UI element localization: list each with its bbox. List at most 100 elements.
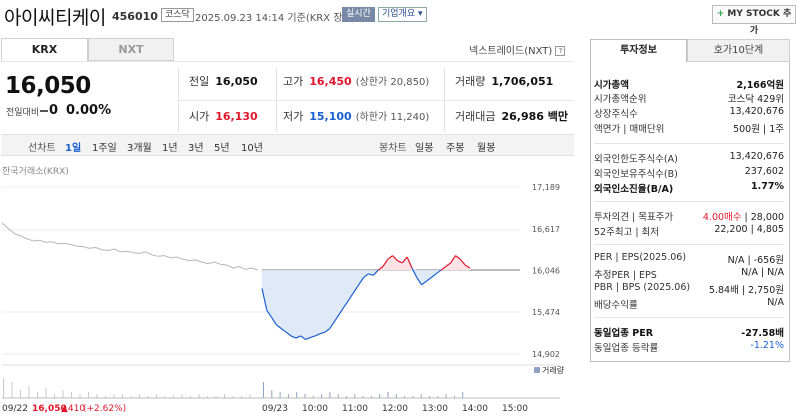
volume-bar — [387, 392, 389, 398]
x-tick-label: 10:00 — [302, 404, 328, 414]
candle-chart-label[interactable]: 봉차트 — [379, 143, 407, 154]
upper-limit: (상한가 20,850) — [355, 77, 430, 88]
volume-bar — [379, 394, 381, 398]
footer-price: 16,050 — [32, 404, 67, 414]
x-tick-label: 11:00 — [342, 404, 368, 414]
invest-row-value: 237,602 — [744, 166, 784, 177]
quote-value: 16,050 — [215, 75, 258, 88]
candle-weekly[interactable]: 주봉 — [446, 143, 465, 154]
period-3m[interactable]: 3개월 — [127, 143, 152, 154]
candle-daily[interactable]: 일봉 — [415, 143, 434, 154]
quote-label: 전일 — [189, 75, 210, 88]
invest-row-value: 13,420,676 — [729, 106, 784, 117]
down-segment — [430, 273, 437, 278]
up-segment — [440, 266, 447, 271]
tab-nxt[interactable]: NXT — [88, 38, 174, 61]
candle-monthly[interactable]: 월봉 — [477, 143, 496, 154]
volume-bar — [287, 394, 289, 398]
stock-header: 아이씨티케이 456010 코스닥 2025.09.23 14:14 기준(KR… — [0, 0, 800, 36]
invest-row: 시가총액 2,166억원 — [594, 77, 784, 91]
period-1y[interactable]: 1년 — [162, 143, 178, 154]
market-badge: 코스닥 — [161, 8, 194, 22]
y-tick-label: 17,189 — [532, 183, 560, 192]
line-chart-label[interactable]: 선차트 — [28, 143, 56, 154]
period-3y[interactable]: 3년 — [188, 143, 204, 154]
down-segment — [290, 335, 297, 339]
footer-prev-date: 09/22 — [2, 404, 28, 414]
x-tick-label: 14:00 — [462, 404, 488, 414]
volume-legend-swatch — [534, 367, 540, 373]
price-chart[interactable]: 한국거래소(KRX) 17,189 16,617 16,046 15,474 14,90… — [0, 160, 575, 419]
nxt-info-label: 넥스트레이드(NXT) — [469, 46, 553, 57]
volume-bar — [296, 392, 298, 398]
quote-low: 저가 15,100 (하한가 11,240) — [283, 108, 429, 124]
lower-limit: (하한가 11,240) — [355, 112, 430, 123]
quote-amount: 거래대금 26,986 백만 — [455, 108, 568, 124]
invest-row-value: 코스닥 429위 — [727, 94, 784, 105]
help-icon[interactable]: ? — [555, 46, 566, 56]
invest-row-label: 52주최고 | 최저 — [594, 227, 660, 238]
invest-row-label: 외국인한도주식수(A) — [594, 154, 678, 165]
volume-bar — [215, 396, 217, 398]
change-label: 전일대비 — [6, 108, 40, 118]
volume-bars — [3, 378, 464, 398]
volume-bar — [207, 396, 208, 398]
invest-row: 상장주식수 13,420,676 — [594, 106, 784, 120]
tab-invest-info[interactable]: 투자정보 — [590, 39, 687, 62]
period-1d[interactable]: 1일 — [65, 143, 82, 154]
volume-bar — [62, 390, 64, 398]
down-segment — [421, 280, 427, 286]
tab-krx[interactable]: KRX — [1, 38, 88, 61]
company-overview-dropdown[interactable]: 기업개요 ▾ — [378, 7, 427, 22]
invest-row: 동일업종 등락률 -1.21% — [594, 340, 784, 354]
down-segment — [266, 309, 273, 318]
period-toolbar: 선차트 1일 1주일 3개월 1년 3년 5년 10년 봉차트 일봉 주봉 월봉 — [1, 134, 574, 156]
invest-row-label: 액면가 | 매매단위 — [594, 124, 665, 135]
up-segment — [450, 255, 457, 264]
change-value: 0 — [49, 103, 59, 118]
invest-row: 액면가 | 매매단위 500원 | 1주 — [594, 121, 784, 135]
period-1w[interactable]: 1주일 — [92, 143, 117, 154]
down-segment — [310, 335, 316, 338]
up-segment — [455, 255, 461, 260]
invest-row-label: 동일업종 PER — [594, 328, 654, 339]
down-segment — [411, 267, 418, 278]
invest-row: 시가총액순위 코스닥 429위 — [594, 91, 784, 105]
flat-indicator-icon — [40, 110, 48, 112]
up-segment — [406, 256, 413, 269]
quote-value: 16,130 — [215, 110, 258, 123]
volume-bar — [71, 392, 72, 398]
period-10y[interactable]: 10년 — [241, 143, 263, 154]
invest-row-value: 5.84배 | 2,750원 — [708, 285, 784, 296]
quote-label: 거래량 — [455, 75, 486, 88]
volume-bar — [462, 392, 464, 398]
quote-open: 시가 16,130 — [189, 108, 258, 124]
quote-value: 1,706,051 — [491, 75, 554, 88]
volume-bar — [312, 396, 314, 398]
volume-bar — [445, 394, 447, 398]
invest-row-value: 22,200 | 4,805 — [714, 224, 784, 235]
tab-order-book[interactable]: 호가10단계 — [687, 39, 790, 62]
up-segment — [387, 255, 393, 260]
down-segment — [261, 288, 268, 311]
volume-bar — [96, 394, 98, 398]
invest-row-label: 외국인소진율(B/A) — [594, 184, 674, 195]
down-segment — [435, 269, 442, 275]
invest-row: 투자의견 | 목표주가 4.00매수 | 28,000 — [594, 209, 784, 223]
invest-row: 동일업종 PER -27.58배 — [594, 325, 784, 339]
y-tick-label: 16,046 — [532, 266, 560, 275]
down-segment — [280, 328, 287, 333]
above-baseline-fill — [262, 255, 470, 271]
volume-bar — [28, 386, 30, 398]
volume-legend-label: 거래량 — [542, 365, 565, 375]
today-series — [261, 255, 471, 341]
down-segment — [358, 277, 365, 286]
invest-row-label: 투자의견 | 목표주가 — [594, 212, 674, 223]
volume-bar — [232, 396, 234, 398]
up-segment — [401, 256, 408, 264]
add-mystock-button[interactable]: + MY STOCK 추가 — [712, 5, 796, 36]
stock-name: 아이씨티케이 — [4, 7, 106, 29]
down-segment — [363, 273, 369, 278]
period-5y[interactable]: 5년 — [214, 143, 230, 154]
volume-bar — [370, 396, 372, 398]
